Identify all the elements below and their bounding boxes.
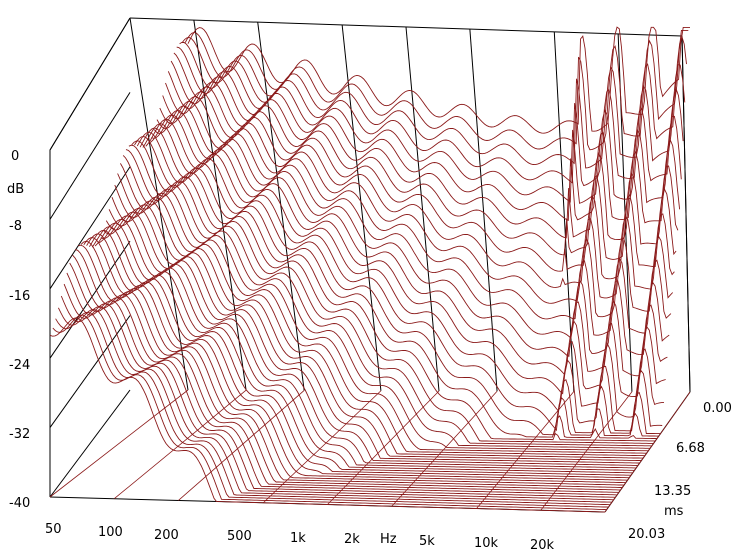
x-axis-unit: Hz: [380, 532, 397, 547]
waterfall-slice: [148, 114, 666, 398]
waterfall-slice: [80, 240, 625, 486]
waterfall-slice: [142, 123, 663, 432]
waterfall-slice: [128, 144, 654, 444]
waterfall-slice: [125, 149, 652, 447]
grid-line-floor: [604, 391, 691, 513]
y-axis-unit: dB: [7, 182, 24, 197]
waterfall-slice: [86, 233, 628, 481]
waterfall-slice: [136, 131, 659, 437]
z-tick-label: 0.00: [703, 401, 732, 416]
y-tick-label: 0: [11, 149, 19, 164]
z-tick-label: 6.68: [676, 441, 705, 456]
waterfall-slice: [60, 295, 612, 503]
y-tick-label: -32: [9, 427, 30, 442]
y-tick-label: -24: [9, 358, 30, 373]
x-tick-label: 50: [45, 522, 62, 537]
waterfall-slice: [131, 140, 656, 442]
waterfall-slice: [78, 244, 623, 488]
axis-labels: 0 -8 -16 -24 -32 -40 dB 50 100 200 500 1…: [7, 149, 732, 553]
x-tick-label: 500: [227, 529, 252, 544]
waterfall-slice: [145, 118, 665, 418]
grid-line-left-horizontal: [49, 17, 131, 151]
waterfall-slice: [114, 184, 645, 457]
grid-line-left-horizontal: [49, 240, 131, 359]
x-tick-label: 5k: [419, 534, 435, 549]
z-tick-label: 13.35: [654, 484, 691, 499]
waterfall-slice: [108, 204, 642, 462]
waterfall-slice: [153, 105, 670, 356]
z-tick-label: 20.03: [628, 527, 665, 542]
z-axis-unit: ms: [664, 504, 684, 519]
waterfall-slice: [100, 215, 637, 469]
grid-line-back-vertical: [553, 31, 575, 392]
waterfall-slice: [89, 229, 630, 479]
x-tick-label: 10k: [474, 536, 499, 551]
waterfall-slice: [75, 248, 621, 491]
waterfall-slice: [72, 254, 619, 493]
waterfall-slice: [55, 311, 609, 508]
x-tick-label: 2k: [344, 532, 360, 547]
x-tick-label: 1k: [290, 531, 306, 546]
grid-line-back-vertical: [469, 29, 498, 392]
x-tick-label: 20k: [530, 538, 555, 553]
waterfall-slice: [57, 307, 611, 506]
grid-line-back-vertical: [681, 35, 691, 393]
curves: [49, 26, 690, 513]
waterfall-slice: [63, 283, 614, 501]
y-tick-label: -16: [9, 289, 30, 304]
waterfall-slice: [182, 35, 687, 169]
grid-line-back-vertical: [129, 17, 189, 391]
waterfall-slice: [156, 100, 672, 336]
waterfall-slice: [167, 71, 679, 260]
waterfall-slice: [105, 208, 640, 464]
grid-line-left-horizontal: [49, 92, 131, 220]
y-tick-label: -8: [9, 219, 22, 234]
waterfall-slice: [111, 197, 644, 459]
grid-line-floor: [178, 390, 305, 501]
grid-line-back-vertical: [341, 24, 382, 391]
waterfall-slice: [170, 60, 681, 241]
grid-line-left-horizontal: [49, 389, 131, 498]
waterfall-slice: [179, 41, 686, 187]
waterfall-slice: [49, 317, 606, 513]
waterfall-slice: [97, 219, 635, 471]
waterfall-slice: [52, 314, 607, 511]
waterfall-slice: [83, 237, 626, 484]
waterfall-slice: [159, 96, 674, 318]
waterfall-slice: [66, 272, 616, 498]
grid-line-left-horizontal: [49, 166, 131, 290]
x-tick-label: 200: [154, 528, 179, 543]
x-tick-label: 100: [98, 525, 123, 540]
waterfall-slice: [103, 211, 639, 466]
waterfall-slice: [134, 136, 657, 439]
y-tick-label: -40: [9, 496, 30, 511]
waterfall-slice: [151, 109, 668, 377]
waterfall-slice: [139, 127, 661, 435]
grid-line-back-vertical: [257, 22, 305, 391]
waterfall-slice: [94, 222, 633, 474]
waterfall-slice: [91, 226, 632, 476]
grid-line-back-vertical: [193, 20, 247, 391]
waterfall-slice: [162, 91, 675, 299]
